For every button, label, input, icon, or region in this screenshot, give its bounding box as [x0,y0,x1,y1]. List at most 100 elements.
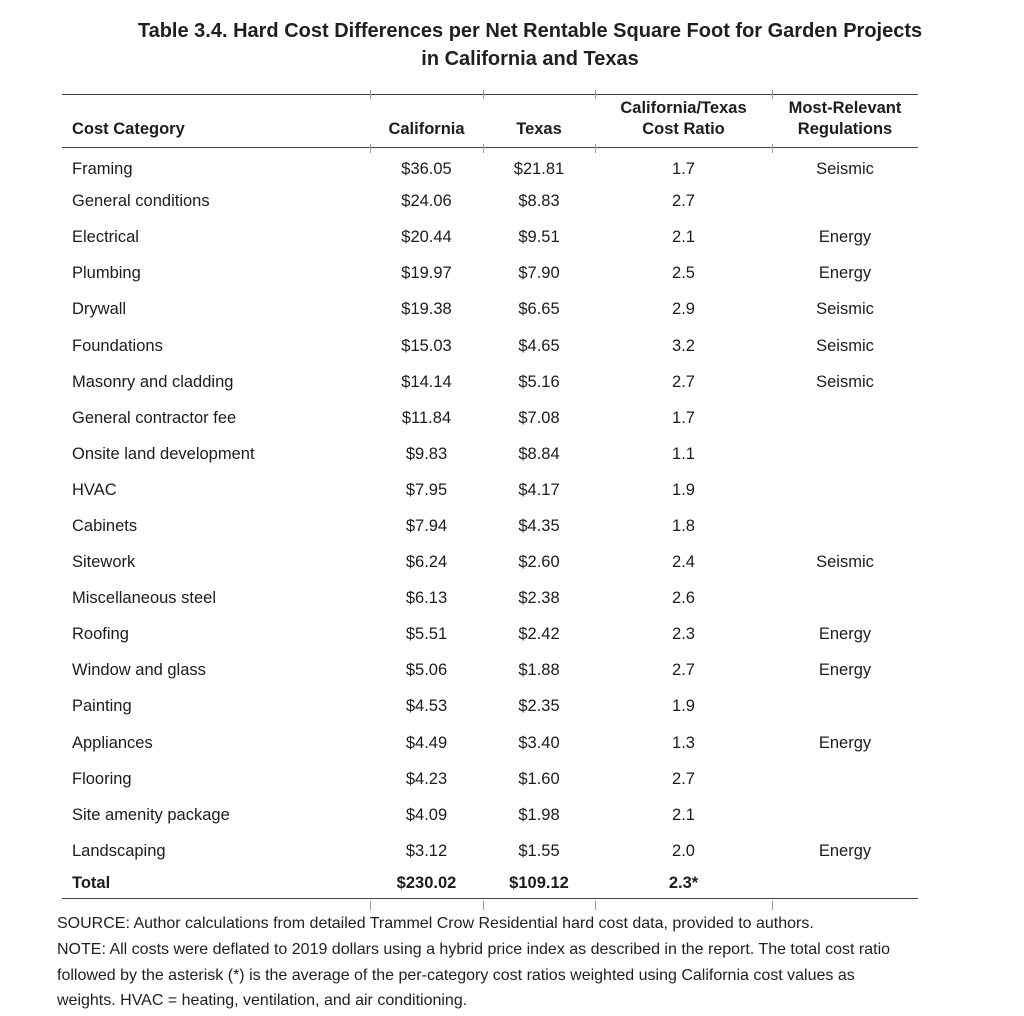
cell-texas: $7.08 [518,408,560,427]
cell-category: Foundations [72,336,163,355]
cell-texas: $2.60 [518,553,560,572]
header-label: California [388,120,465,138]
cell-category: Total [62,869,370,899]
cell-ratio: 1.7 [672,159,695,178]
table-row: Miscellaneous steel $6.13 $2.38 2.6 [62,581,918,617]
cell-ratio: 2.7 [672,661,695,680]
cell-category: Miscellaneous steel [72,589,216,608]
table-row: Masonry and cladding $14.14 $5.16 2.7 Seismi… [62,364,918,400]
cell-california: $230.02 [370,869,483,899]
cell-california: $4.23 [405,769,448,788]
cell-california: $5.51 [405,625,448,644]
table-row: General conditions $24.06 $8.83 2.7 [62,184,918,220]
cell-texas: $1.60 [518,769,560,788]
cell-california: $7.94 [405,516,448,535]
cell-category: HVAC [72,480,117,499]
cell-texas: $2.38 [518,589,560,608]
cell-category: Drywall [72,300,127,319]
column-tick [595,144,596,153]
header-label-line2: Regulations [797,120,893,138]
column-tick [772,144,773,153]
cell-regulations: Seismic [816,553,874,572]
footnote-note-line2: followed by the asterisk (*) is the aver… [57,966,855,984]
table-row-total: Total $230.02 $109.12 2.3* [62,869,918,899]
cell-regulations [772,400,918,436]
table-row: Flooring $4.23 $1.60 2.7 [62,761,918,797]
cell-california: $6.13 [405,589,448,608]
cell-california: $14.14 [401,372,452,391]
table-row: Painting $4.53 $2.35 1.9 [62,689,918,725]
cell-texas: $4.65 [518,336,560,355]
cell-category: Appliances [72,733,153,752]
cell-regulations: Seismic [816,372,874,391]
cell-category: Masonry and cladding [72,372,234,391]
cell-texas: $1.88 [518,661,560,680]
cell-texas: $21.81 [513,159,565,178]
cell-ratio: 2.6 [672,589,695,608]
cell-ratio: 2.5 [672,264,695,283]
table-footnotes: SOURCE: Author calculations from detaile… [57,911,1022,1014]
column-tick [772,90,773,99]
table-title-line2: in California and Texas [421,48,639,70]
cell-category: Cabinets [72,516,138,535]
cell-ratio: 1.9 [672,480,695,499]
cell-texas: $7.90 [518,264,560,283]
cell-texas: $8.84 [518,444,560,463]
table-header: Cost Category California Texas Californi… [62,94,918,148]
cell-regulations [772,869,918,899]
cell-california: $9.83 [405,444,448,463]
table-row: Cabinets $7.94 $4.35 1.8 [62,508,918,544]
cell-california: $4.49 [405,733,448,752]
cell-regulations: Energy [818,228,872,247]
column-tick [483,144,484,153]
cell-california: $4.09 [405,805,448,824]
cell-texas: $9.51 [518,228,560,247]
table-row: Site amenity package $4.09 $1.98 2.1 [62,797,918,833]
cell-ratio: 1.9 [672,697,695,716]
table-row: Foundations $15.03 $4.65 3.2 Seismic [62,328,918,364]
column-tick [370,90,371,99]
cell-california: $5.06 [405,661,448,680]
table-row: Plumbing $19.97 $7.90 2.5 Energy [62,256,918,292]
cell-ratio: 1.3 [672,733,695,752]
cell-category: Plumbing [72,264,141,283]
footnote-note-line3: weights. HVAC = heating, ventilation, an… [57,992,468,1010]
cell-california: $15.03 [401,336,452,355]
cell-texas: $2.42 [518,625,560,644]
cell-category: General contractor fee [72,408,237,427]
cell-category: General conditions [72,192,210,211]
cell-california: $19.97 [401,264,452,283]
cell-regulations [772,581,918,617]
table-row: Sitework $6.24 $2.60 2.4 Seismic [62,545,918,581]
cell-texas: $109.12 [483,869,595,899]
header-label-line1: California/Texas [620,99,747,117]
column-tick [483,901,484,910]
cell-ratio: 2.4 [672,553,695,572]
header-label: Cost Category [72,120,185,138]
column-tick [483,90,484,99]
cell-california: $36.05 [401,159,452,178]
cell-ratio: 2.9 [672,300,695,319]
cell-texas: $4.17 [518,480,560,499]
cell-category: Roofing [72,625,129,644]
cell-regulations: Energy [818,733,872,752]
cell-category: Landscaping [72,841,166,860]
cell-texas: $2.35 [518,697,560,716]
cell-regulations: Energy [818,264,872,283]
cell-regulations [772,689,918,725]
cost-table: Cost Category California Texas Californi… [62,94,918,899]
footnote-note-line1: NOTE: All costs were deflated to 2019 do… [57,940,891,958]
column-tick [595,901,596,910]
cell-texas: $5.16 [518,372,560,391]
cell-ratio: 2.3* [595,869,772,899]
cell-ratio: 2.1 [672,805,695,824]
cell-ratio: 2.7 [672,192,695,211]
cell-california: $24.06 [401,192,452,211]
table-row: Onsite land development $9.83 $8.84 1.1 [62,436,918,472]
column-tick [370,901,371,910]
footnote-source-line: SOURCE: Author calculations from detaile… [57,915,814,932]
cell-ratio: 3.2 [672,336,695,355]
header-label-line1: Most-Relevant [788,99,902,117]
header-texas: Texas [483,94,595,148]
